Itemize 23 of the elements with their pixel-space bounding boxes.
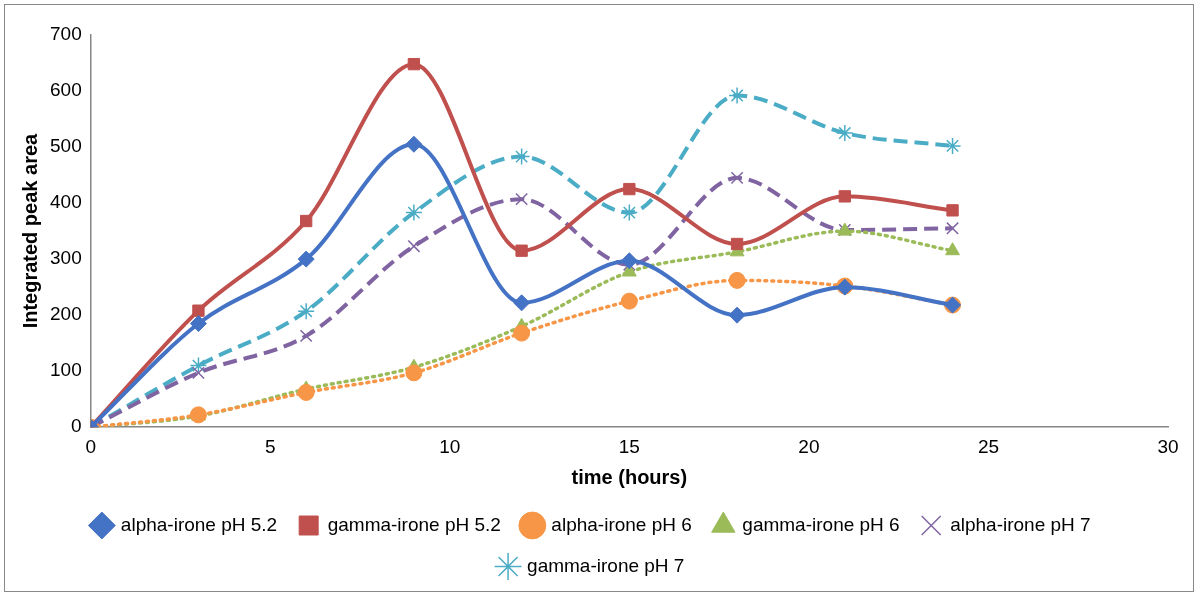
y-tick-label: 200	[50, 303, 82, 325]
x-tick-label: 30	[1157, 435, 1179, 457]
legend-label: gamma-irone pH 6	[742, 513, 900, 535]
y-tick-label: 600	[50, 79, 82, 101]
y-tick-label: 700	[50, 23, 82, 45]
x-tick-label: 25	[977, 435, 1000, 457]
y-tick-label: 400	[50, 191, 82, 213]
legend-label: gamma-irone pH 7	[527, 554, 685, 576]
legend-label: alpha-irone pH 6	[551, 513, 692, 535]
x-axis-title: time (hours)	[571, 465, 688, 488]
legend-label: gamma-irone pH 5.2	[327, 513, 501, 535]
y-tick-label: 100	[50, 359, 82, 381]
legend-label: alpha-irone pH 5.2	[120, 513, 278, 535]
x-tick-label: 20	[798, 435, 820, 457]
x-tick-label: 10	[439, 435, 461, 457]
y-tick-label: 300	[50, 247, 82, 269]
x-tick-label: 5	[264, 435, 276, 457]
y-tick-label: 0	[71, 415, 82, 437]
y-tick-label: 500	[50, 135, 82, 157]
legend-label: alpha-irone pH 7	[950, 513, 1091, 535]
x-tick-label: 0	[85, 435, 96, 457]
y-axis-title: Integrated peak area	[18, 132, 41, 329]
x-tick-label: 15	[618, 435, 640, 457]
